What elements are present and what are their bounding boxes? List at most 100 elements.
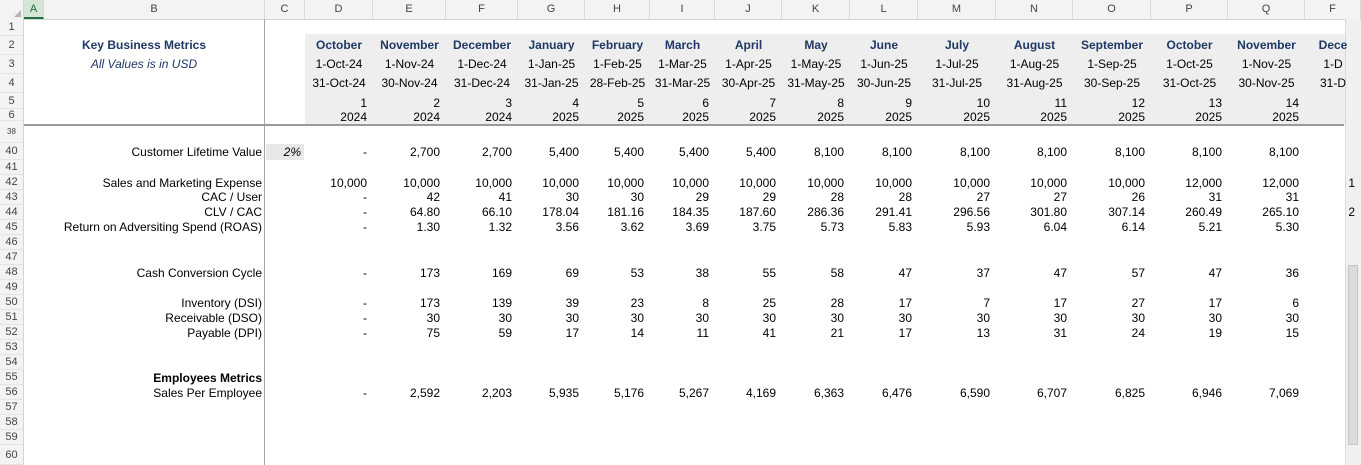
value-cell-roas[interactable]: 5.83 bbox=[888, 220, 912, 234]
value-cell-spe[interactable]: 6,825 bbox=[1114, 386, 1145, 400]
value-cell-sme[interactable]: 10,000 bbox=[1030, 176, 1067, 190]
growth-input-cell[interactable] bbox=[266, 144, 304, 160]
value-cell-dso[interactable]: - bbox=[363, 311, 367, 325]
row-header-2[interactable]: 2 bbox=[0, 36, 24, 55]
column-header-n[interactable]: N bbox=[996, 0, 1073, 19]
column-header-q[interactable]: Q bbox=[1228, 0, 1305, 19]
value-cell-ccc[interactable]: 36 bbox=[1285, 266, 1299, 280]
value-cell-ccc[interactable]: 53 bbox=[630, 266, 644, 280]
value-cell-ccc[interactable]: 47 bbox=[1208, 266, 1222, 280]
value-cell-dso[interactable]: 30 bbox=[630, 311, 644, 325]
value-cell-dpi[interactable]: 13 bbox=[976, 326, 990, 340]
value-cell-clvcac[interactable]: 291.41 bbox=[875, 205, 912, 219]
header-start-dates-cell[interactable]: 1-Jun-25 bbox=[860, 57, 908, 71]
value-cell-clvcac[interactable]: 66.10 bbox=[481, 205, 512, 219]
row-header-41[interactable]: 41 bbox=[0, 160, 24, 175]
value-cell-cac[interactable]: 27 bbox=[976, 190, 990, 204]
column-header-o[interactable]: O bbox=[1073, 0, 1151, 19]
header-end-dates-cell[interactable]: 31-Aug-25 bbox=[1006, 76, 1063, 90]
header-start-dates-cell[interactable]: 1-Dec-24 bbox=[457, 57, 507, 71]
row-header-44[interactable]: 44 bbox=[0, 205, 24, 220]
value-cell-cac[interactable]: 30 bbox=[630, 190, 644, 204]
header-years-cell[interactable]: 2025 bbox=[817, 110, 844, 124]
header-end-dates-cell[interactable]: 31-D bbox=[1319, 76, 1346, 90]
header-end-dates-cell[interactable]: 30-Nov-24 bbox=[381, 76, 438, 90]
value-cell-dpi[interactable]: 17 bbox=[565, 326, 579, 340]
header-months-cell[interactable]: April bbox=[734, 38, 763, 52]
value-cell-dso[interactable]: 30 bbox=[695, 311, 709, 325]
value-cell-ccc[interactable]: - bbox=[363, 266, 367, 280]
value-cell-dpi[interactable]: 11 bbox=[696, 326, 709, 340]
value-cell-spe[interactable]: 5,267 bbox=[678, 386, 709, 400]
header-years-cell[interactable]: 2025 bbox=[1040, 110, 1067, 124]
header-period-numbers-cell[interactable]: 14 bbox=[1285, 96, 1299, 110]
header-period-numbers-cell[interactable]: 2 bbox=[433, 96, 440, 110]
value-cell-dpi[interactable]: 15 bbox=[1285, 326, 1299, 340]
row-header-60[interactable]: 60 bbox=[0, 445, 24, 465]
header-months-cell[interactable]: September bbox=[1080, 38, 1144, 52]
value-cell-dpi[interactable]: 19 bbox=[1208, 326, 1222, 340]
header-period-numbers-cell[interactable]: 1 bbox=[360, 96, 367, 110]
value-cell-clvcac[interactable]: 2 bbox=[1348, 205, 1355, 219]
row-label-ccc[interactable]: Cash Conversion Cycle bbox=[136, 266, 262, 280]
value-cell-clvcac[interactable]: 181.16 bbox=[607, 205, 644, 219]
value-cell-dsi[interactable]: 7 bbox=[983, 296, 990, 310]
header-end-dates-cell[interactable]: 31-Dec-24 bbox=[453, 76, 511, 90]
value-cell-dsi[interactable]: 6 bbox=[1292, 296, 1299, 310]
header-period-numbers-cell[interactable]: 7 bbox=[769, 96, 776, 110]
header-years-cell[interactable]: 2024 bbox=[485, 110, 512, 124]
value-cell-spe[interactable]: 5,176 bbox=[613, 386, 644, 400]
value-cell-sme[interactable]: 10,000 bbox=[875, 176, 912, 190]
value-cell-cac[interactable]: 28 bbox=[898, 190, 912, 204]
header-months-cell[interactable]: November bbox=[1237, 38, 1296, 52]
value-cell-roas[interactable]: 3.75 bbox=[752, 220, 776, 234]
value-cell-sme[interactable]: 12,000 bbox=[1262, 176, 1299, 190]
clv-growth-percent[interactable]: 2% bbox=[283, 145, 301, 159]
header-end-dates-cell[interactable]: 28-Feb-25 bbox=[589, 76, 646, 90]
value-cell-dsi[interactable]: 27 bbox=[1131, 296, 1145, 310]
sheet-subtitle[interactable]: All Values is in USD bbox=[90, 57, 198, 71]
value-cell-roas[interactable]: 1.30 bbox=[416, 220, 440, 234]
value-cell-sme[interactable]: 10,000 bbox=[672, 176, 709, 190]
header-period-numbers-cell[interactable]: 9 bbox=[905, 96, 912, 110]
value-cell-cac[interactable]: 26 bbox=[1131, 190, 1145, 204]
value-cell-ccc[interactable]: 55 bbox=[762, 266, 776, 280]
employees-metrics-heading[interactable]: Employees Metrics bbox=[153, 371, 262, 385]
row-label-dso[interactable]: Receivable (DSO) bbox=[165, 311, 262, 325]
row-header-40[interactable]: 40 bbox=[0, 143, 24, 160]
value-cell-spe[interactable]: - bbox=[363, 386, 367, 400]
row-header-59[interactable]: 59 bbox=[0, 430, 24, 445]
value-cell-clv[interactable]: 8,100 bbox=[1036, 145, 1067, 159]
row-header-46[interactable]: 46 bbox=[0, 235, 24, 250]
value-cell-ccc[interactable]: 47 bbox=[898, 266, 912, 280]
header-months-cell[interactable]: October bbox=[315, 38, 362, 52]
value-cell-ccc[interactable]: 58 bbox=[830, 266, 844, 280]
row-header-3[interactable]: 3 bbox=[0, 55, 24, 74]
row-header-49[interactable]: 49 bbox=[0, 280, 24, 295]
row-header-51[interactable]: 51 bbox=[0, 310, 24, 325]
value-cell-dso[interactable]: 30 bbox=[1053, 311, 1067, 325]
vertical-scroll-thumb[interactable] bbox=[1348, 265, 1358, 445]
value-cell-sme[interactable]: 10,000 bbox=[607, 176, 644, 190]
header-end-dates-cell[interactable]: 31-Mar-25 bbox=[654, 76, 711, 90]
row-header-45[interactable]: 45 bbox=[0, 220, 24, 235]
value-cell-sme[interactable]: 10,000 bbox=[330, 176, 367, 190]
header-period-numbers-cell[interactable]: 13 bbox=[1208, 96, 1222, 110]
value-cell-spe[interactable]: 6,590 bbox=[959, 386, 990, 400]
header-months-cell[interactable]: January bbox=[528, 38, 575, 52]
header-start-dates-cell[interactable]: 1-Nov-24 bbox=[384, 57, 435, 71]
row-header-6[interactable]: 6 bbox=[0, 109, 24, 121]
value-cell-cac[interactable]: 41 bbox=[498, 190, 512, 204]
row-header-48[interactable]: 48 bbox=[0, 265, 24, 280]
value-cell-dpi[interactable]: 21 bbox=[830, 326, 844, 340]
header-years-cell[interactable]: 2025 bbox=[963, 110, 990, 124]
value-cell-spe[interactable]: 2,203 bbox=[481, 386, 512, 400]
row-header-43[interactable]: 43 bbox=[0, 190, 24, 205]
value-cell-clvcac[interactable]: - bbox=[363, 205, 367, 219]
header-end-dates-cell[interactable]: 30-Nov-25 bbox=[1238, 76, 1295, 90]
value-cell-cac[interactable]: 42 bbox=[426, 190, 440, 204]
value-cell-clv[interactable]: 8,100 bbox=[959, 145, 990, 159]
value-cell-dso[interactable]: 30 bbox=[426, 311, 440, 325]
value-cell-roas[interactable]: 6.04 bbox=[1043, 220, 1067, 234]
